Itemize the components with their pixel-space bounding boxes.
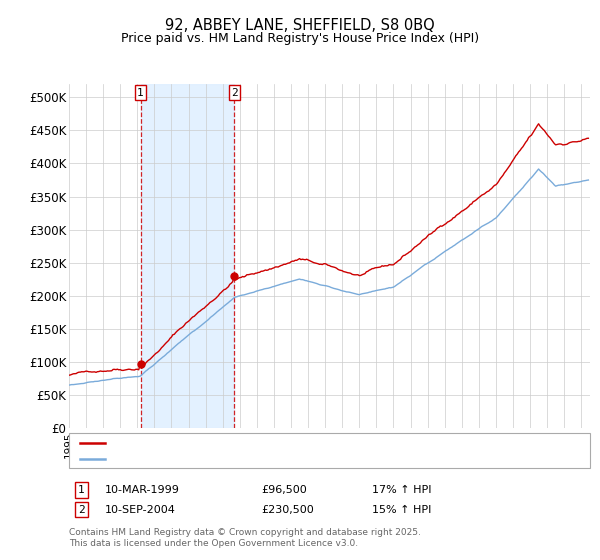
Text: £230,500: £230,500: [261, 505, 314, 515]
Text: 10-SEP-2004: 10-SEP-2004: [105, 505, 176, 515]
Text: £96,500: £96,500: [261, 485, 307, 495]
Text: 10-MAR-1999: 10-MAR-1999: [105, 485, 180, 495]
Text: 17% ↑ HPI: 17% ↑ HPI: [372, 485, 431, 495]
Text: 2: 2: [78, 505, 85, 515]
Text: 92, ABBEY LANE, SHEFFIELD, S8 0BQ (detached house): 92, ABBEY LANE, SHEFFIELD, S8 0BQ (detac…: [110, 438, 412, 448]
Text: 15% ↑ HPI: 15% ↑ HPI: [372, 505, 431, 515]
Text: HPI: Average price, detached house, Sheffield: HPI: Average price, detached house, Shef…: [110, 454, 361, 464]
Text: 92, ABBEY LANE, SHEFFIELD, S8 0BQ: 92, ABBEY LANE, SHEFFIELD, S8 0BQ: [165, 18, 435, 34]
Text: Price paid vs. HM Land Registry's House Price Index (HPI): Price paid vs. HM Land Registry's House …: [121, 32, 479, 45]
Text: Contains HM Land Registry data © Crown copyright and database right 2025.
This d: Contains HM Land Registry data © Crown c…: [69, 528, 421, 548]
Text: 1: 1: [78, 485, 85, 495]
Bar: [140, 84, 235, 428]
Text: 2: 2: [231, 87, 238, 97]
Text: 1: 1: [137, 87, 144, 97]
